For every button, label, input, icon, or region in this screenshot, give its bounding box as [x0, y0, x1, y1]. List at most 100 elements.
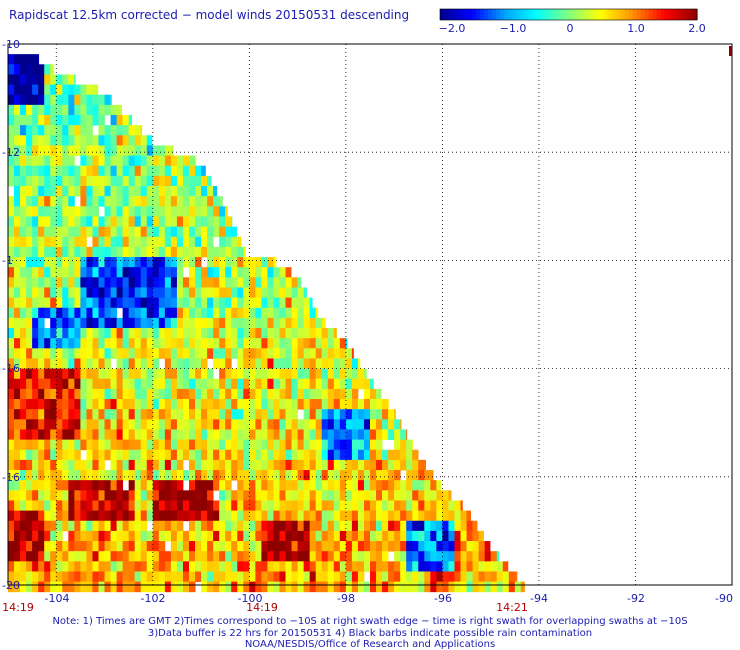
heatmap-cell: [68, 368, 75, 380]
heatmap-cell: [394, 500, 401, 512]
heatmap-cell: [86, 115, 93, 126]
heatmap-cell: [86, 125, 93, 136]
heatmap-cell: [273, 459, 280, 471]
heatmap-cell: [134, 510, 142, 522]
heatmap-cell: [303, 571, 311, 583]
heatmap-cell: [430, 480, 437, 491]
heatmap-cell: [261, 399, 268, 410]
heatmap-cell: [189, 165, 196, 177]
heatmap-cell: [158, 378, 166, 390]
heatmap-cell: [406, 500, 413, 512]
heatmap-cell: [231, 419, 238, 430]
heatmap-cell: [98, 348, 105, 359]
heatmap-cell: [134, 196, 142, 207]
heatmap-cell: [56, 480, 63, 491]
heatmap-cell: [116, 409, 124, 420]
footnote-line-2: 3)Data buffer is 22 hrs for 20150531 4) …: [147, 628, 593, 639]
heatmap-cell: [20, 186, 27, 197]
heatmap-cell: [267, 388, 274, 400]
heatmap-cell: [20, 480, 27, 491]
heatmap-cell: [68, 246, 75, 258]
heatmap-cell: [201, 530, 208, 542]
heatmap-cell: [8, 500, 15, 512]
heatmap-cell: [357, 419, 365, 430]
heatmap-cell: [370, 399, 377, 410]
heatmap-cell: [309, 480, 317, 491]
heatmap-cell: [8, 125, 15, 136]
heatmap-cell: [20, 115, 27, 126]
heatmap-cell: [146, 226, 154, 238]
heatmap-cell: [370, 480, 377, 491]
heatmap-cell: [291, 490, 298, 501]
heatmap-cell: [249, 541, 256, 552]
heatmap-cell: [80, 409, 87, 420]
heatmap-cell: [357, 470, 365, 481]
heatmap-cell: [225, 317, 232, 329]
heatmap-cell: [128, 226, 136, 238]
heatmap-cell: [26, 449, 33, 461]
heatmap-cell: [32, 155, 39, 167]
heatmap-cell: [116, 571, 124, 583]
heatmap-cell: [104, 348, 111, 359]
heatmap-cell: [44, 94, 51, 106]
heatmap-cell: [116, 480, 124, 491]
heatmap-cell: [50, 419, 57, 430]
heatmap-cell: [357, 409, 365, 420]
heatmap-cell: [62, 74, 69, 85]
heatmap-cell: [297, 287, 305, 298]
heatmap-cell: [249, 338, 256, 349]
heatmap-cell: [267, 541, 274, 552]
heatmap-cell: [20, 267, 27, 278]
heatmap-cell: [333, 399, 341, 410]
heatmap-cell: [176, 317, 184, 329]
heatmap-cell: [50, 84, 57, 96]
heatmap-cell: [279, 297, 286, 309]
heatmap-cell: [32, 175, 39, 187]
heatmap-cell: [418, 530, 425, 542]
heatmap-cell: [68, 186, 75, 197]
heatmap-cell: [92, 328, 99, 339]
heatmap-cell: [255, 368, 262, 380]
heatmap-cell: [38, 328, 45, 339]
heatmap-cell: [339, 409, 347, 420]
heatmap-cell: [345, 551, 353, 562]
heatmap-cell: [134, 155, 142, 167]
heatmap-cell: [327, 419, 335, 430]
heatmap-cell: [382, 571, 389, 583]
heatmap-cell: [134, 226, 142, 238]
heatmap-cell: [207, 297, 214, 309]
heatmap-cell: [32, 236, 39, 248]
heatmap-cell: [164, 490, 172, 501]
heatmap-cell: [508, 571, 516, 583]
heatmap-cell: [164, 388, 172, 400]
heatmap-cell: [158, 459, 166, 471]
heatmap-cell: [382, 449, 389, 461]
heatmap-cell: [363, 429, 371, 440]
heatmap-cell: [225, 561, 232, 572]
heatmap-cell: [376, 551, 383, 562]
heatmap-cell: [219, 571, 226, 583]
heatmap-cell: [146, 551, 154, 562]
heatmap-cell: [412, 520, 419, 532]
heatmap-cell: [176, 246, 184, 258]
heatmap-cell: [370, 551, 377, 562]
heatmap-cell: [225, 236, 232, 248]
heatmap-cell: [170, 155, 178, 167]
heatmap-cell: [231, 541, 238, 552]
heatmap-cell: [20, 257, 27, 268]
heatmap-cell: [26, 297, 33, 309]
heatmap-cell: [104, 378, 111, 390]
heatmap-cell: [394, 571, 401, 583]
heatmap-cell: [249, 378, 256, 390]
heatmap-cell: [176, 449, 184, 461]
heatmap-cell: [44, 135, 51, 146]
heatmap-cell: [243, 541, 250, 552]
heatmap-cell: [189, 277, 196, 288]
heatmap-cell: [62, 378, 69, 390]
heatmap-cell: [134, 470, 142, 481]
heatmap-cell: [189, 429, 196, 440]
heatmap-cell: [345, 581, 353, 593]
heatmap-cell: [201, 470, 208, 481]
heatmap-cell: [201, 378, 208, 390]
heatmap-cell: [267, 287, 274, 298]
